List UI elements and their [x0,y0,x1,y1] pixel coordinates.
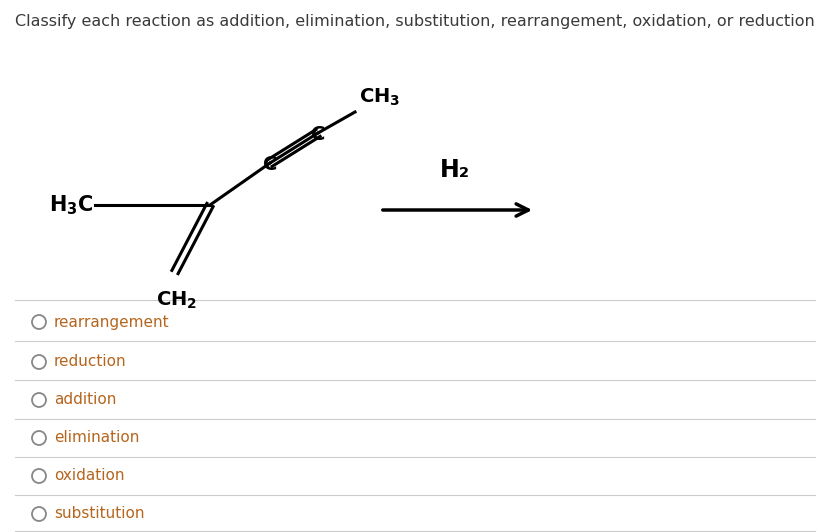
Text: oxidation: oxidation [54,469,124,484]
Text: rearrangement: rearrangement [54,314,169,329]
Text: addition: addition [54,393,116,408]
Text: $\mathbf{CH_2}$: $\mathbf{CH_2}$ [156,290,198,311]
Text: reduction: reduction [54,354,127,370]
Text: Classify each reaction as addition, elimination, substitution, rearrangement, ox: Classify each reaction as addition, elim… [15,14,815,29]
Text: $\mathbf{H_3C}$: $\mathbf{H_3C}$ [49,193,93,217]
Text: C: C [310,124,325,144]
Text: C: C [263,154,277,173]
Text: H₂: H₂ [440,158,470,182]
Text: elimination: elimination [54,430,139,445]
Text: substitution: substitution [54,506,144,521]
Text: $\mathbf{CH_3}$: $\mathbf{CH_3}$ [359,87,400,108]
